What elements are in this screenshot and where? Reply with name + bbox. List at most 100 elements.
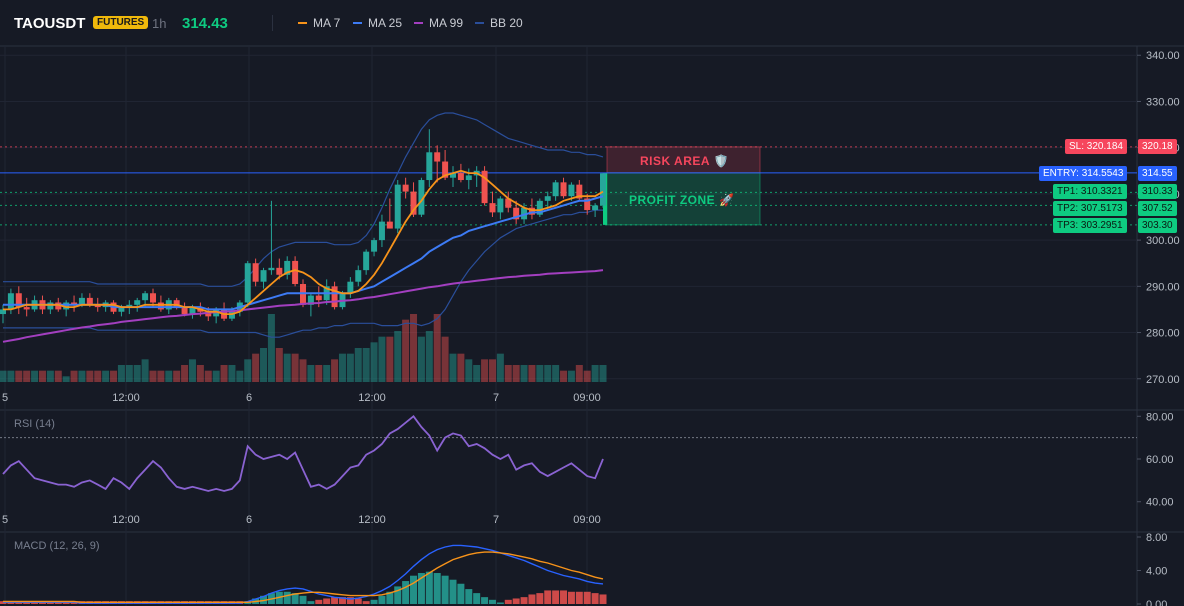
- volume-bar: [410, 314, 418, 382]
- legend-bb20-label: BB 20: [490, 16, 523, 30]
- candle-body: [157, 302, 164, 310]
- candle-body: [592, 205, 599, 211]
- sl-label: SL: 320.184: [1065, 139, 1127, 154]
- futures-badge: FUTURES: [93, 16, 149, 29]
- volume-bar: [125, 365, 133, 382]
- volume-bar: [165, 370, 173, 382]
- volume-bar: [117, 365, 125, 382]
- volume-bar: [38, 370, 46, 382]
- candle-body: [268, 267, 275, 271]
- candle-body: [402, 184, 409, 192]
- macd-histogram-bar: [441, 575, 449, 604]
- legend-ma7[interactable]: MA 7: [298, 16, 340, 30]
- candle-body: [584, 198, 591, 211]
- volume-bar: [54, 370, 62, 382]
- candle-body: [126, 304, 133, 308]
- candle-body: [489, 203, 496, 213]
- candle-body: [600, 173, 606, 206]
- volume-bar: [212, 370, 220, 382]
- price-axis-label: 340.00: [1146, 50, 1180, 62]
- candle-body: [552, 182, 559, 197]
- candle-body: [536, 200, 543, 215]
- volume-bar: [488, 359, 496, 382]
- volume-bar: [133, 365, 141, 382]
- macd-histogram-bar: [520, 597, 528, 604]
- candle-body: [7, 293, 14, 310]
- macd-axis-label: 0.00: [1146, 599, 1167, 606]
- entry-axis-tag: 314.55: [1138, 166, 1177, 181]
- legend-bb20[interactable]: BB 20: [475, 16, 523, 30]
- time-axis-label: 7: [493, 392, 499, 404]
- candle-body: [15, 293, 22, 308]
- time-axis-label: 12:00: [358, 514, 386, 526]
- candle-body: [23, 307, 30, 310]
- volume-bar: [560, 370, 568, 382]
- bb20-swatch-icon: [475, 22, 484, 24]
- candle-body: [71, 302, 78, 305]
- ma99-swatch-icon: [414, 22, 423, 24]
- candle-body: [94, 304, 101, 308]
- volume-bar: [520, 365, 528, 382]
- macd-histogram-bar: [378, 595, 386, 604]
- symbol-title[interactable]: TAOUSDT: [14, 15, 86, 32]
- candle-body: [228, 311, 235, 319]
- volume-bar: [449, 353, 457, 382]
- candle-body: [355, 270, 362, 282]
- volume-bar: [260, 348, 268, 382]
- legend-ma99[interactable]: MA 99: [414, 16, 463, 30]
- candle-body: [418, 180, 425, 215]
- candle-body: [118, 307, 125, 312]
- macd-histogram-bar: [583, 591, 591, 604]
- candle-body: [260, 270, 267, 282]
- legend-ma25[interactable]: MA 25: [353, 16, 402, 30]
- macd-histogram-bar: [291, 593, 299, 604]
- rsi-axis-label: 40.00: [1146, 497, 1174, 509]
- candle-body: [394, 184, 401, 229]
- candle-body: [410, 191, 417, 215]
- candle-body: [481, 170, 488, 204]
- timeframe-label[interactable]: 1h: [152, 16, 167, 31]
- candle-body: [505, 198, 512, 208]
- volume-bar: [346, 353, 354, 382]
- macd-histogram-bar: [512, 598, 520, 604]
- volume-bar: [196, 365, 204, 382]
- macd-histogram-bar: [362, 601, 370, 604]
- macd-histogram-bar: [315, 599, 323, 604]
- volume-bar: [236, 370, 244, 382]
- volume-bar: [433, 314, 441, 382]
- volume-bar: [528, 365, 536, 382]
- candle-body: [457, 173, 464, 181]
- rsi-axis-label: 60.00: [1146, 454, 1174, 466]
- macd-histogram-bar: [488, 599, 496, 604]
- volume-bar: [299, 359, 307, 382]
- time-axis-label: 12:00: [112, 392, 140, 404]
- volume-bar: [386, 336, 394, 382]
- time-axis-label: 12:00: [358, 392, 386, 404]
- volume-bar: [23, 370, 31, 382]
- time-axis-label: 6: [246, 514, 252, 526]
- macd-histogram-bar: [567, 591, 575, 604]
- macd-histogram-bar: [481, 597, 489, 604]
- tp1-label: TP1: 310.3321: [1053, 184, 1127, 199]
- header-divider: [272, 15, 273, 31]
- candle-body: [528, 207, 535, 215]
- volume-bar: [512, 365, 520, 382]
- macd-histogram-bar: [560, 590, 568, 604]
- volume-bar: [31, 370, 39, 382]
- volume-bar: [583, 370, 591, 382]
- volume-bar: [315, 365, 323, 382]
- volume-bar: [220, 365, 228, 382]
- macd-histogram-bar: [528, 594, 536, 604]
- candle-body: [568, 184, 575, 197]
- macd-histogram-bar: [299, 595, 307, 604]
- legend-ma99-label: MA 99: [429, 16, 464, 30]
- volume-bar: [362, 348, 370, 382]
- candle-body: [173, 300, 180, 308]
- chart-header: TAOUSDT FUTURES 1h 314.43 MA 7 MA 25 MA …: [0, 0, 1184, 46]
- time-axis-label: 09:00: [573, 514, 601, 526]
- macd-histogram-bar: [433, 573, 441, 604]
- volume-bar: [94, 370, 102, 382]
- macd-histogram-bar: [394, 586, 402, 604]
- candle-body: [378, 221, 385, 241]
